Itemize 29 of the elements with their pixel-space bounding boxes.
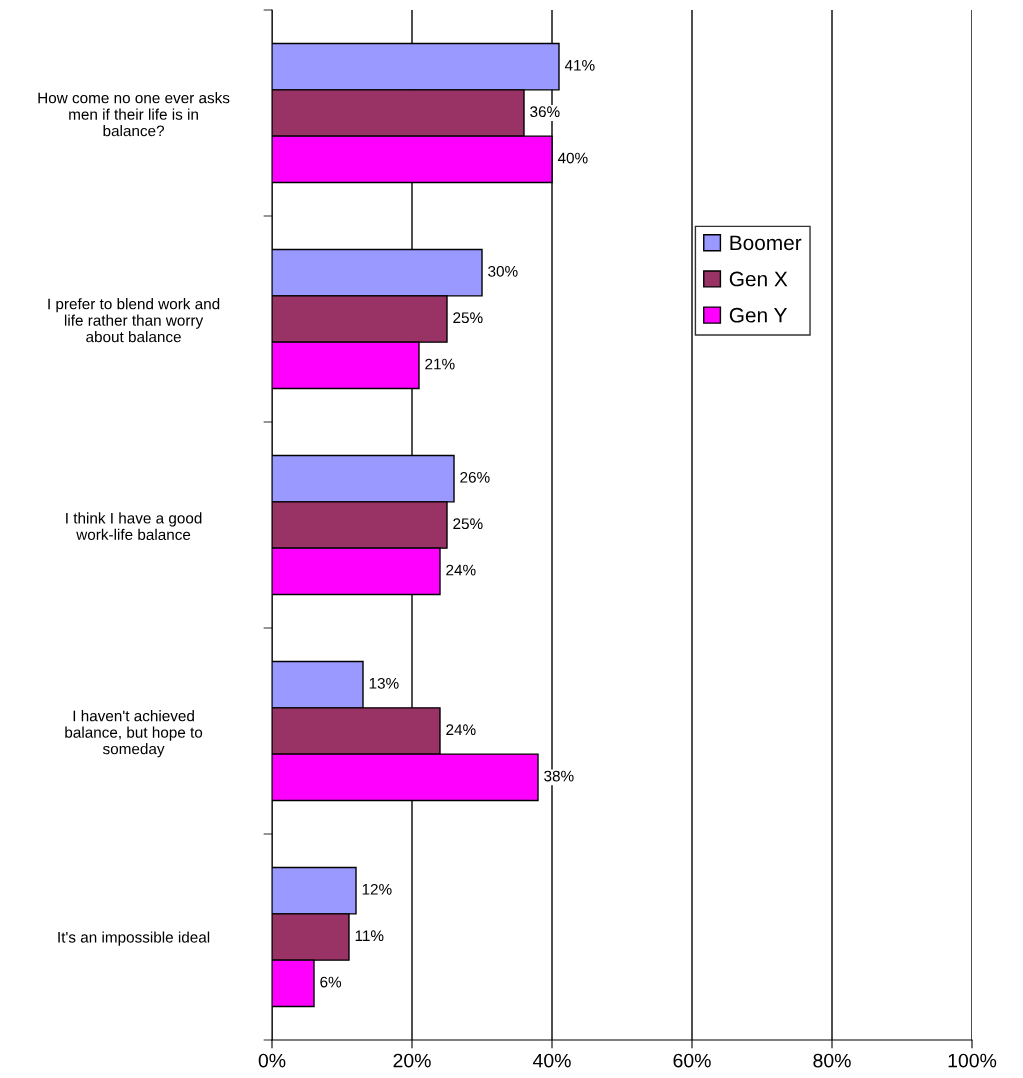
data-label: 21%	[425, 358, 455, 370]
x-tick-label: 20%	[393, 1053, 431, 1068]
data-label: 26%	[460, 471, 490, 483]
data-label: 12%	[362, 883, 392, 895]
data-label: 13%	[369, 677, 399, 689]
legend-label: Gen X	[729, 271, 788, 287]
data-label: 24%	[446, 724, 476, 736]
data-label: 24%	[446, 564, 476, 576]
legend-label: Boomer	[730, 235, 802, 251]
data-label: 11%	[355, 930, 384, 942]
data-label: 41%	[564, 60, 595, 71]
data-label: 40%	[557, 152, 588, 164]
data-label: 36%	[530, 106, 560, 118]
data-label: 25%	[453, 518, 483, 530]
x-tick-label: 80%	[813, 1053, 851, 1068]
legend-label: Gen Y	[729, 307, 787, 323]
x-tick-label: 0%	[258, 1053, 286, 1068]
y-tick-label: I haven't achieved balance, but hope to someday	[65, 710, 203, 758]
y-tick-label: It's an impossible ideal	[58, 931, 210, 946]
y-tick-label: I prefer to blend work and life rather than worry about balance	[48, 298, 220, 343]
y-tick-label: How come no one ever asks men if their life is in balance?	[38, 92, 230, 137]
data-label: 38%	[544, 770, 574, 782]
x-tick-label: 40%	[532, 1053, 571, 1068]
data-label: 25%	[453, 312, 483, 324]
y-tick-label: I think I have a good work-life balance	[66, 512, 202, 541]
data-label: 6%	[320, 976, 342, 988]
data-label: 30%	[488, 265, 518, 277]
x-tick-label: 60%	[673, 1053, 711, 1068]
x-tick-label: 100%	[948, 1053, 997, 1068]
